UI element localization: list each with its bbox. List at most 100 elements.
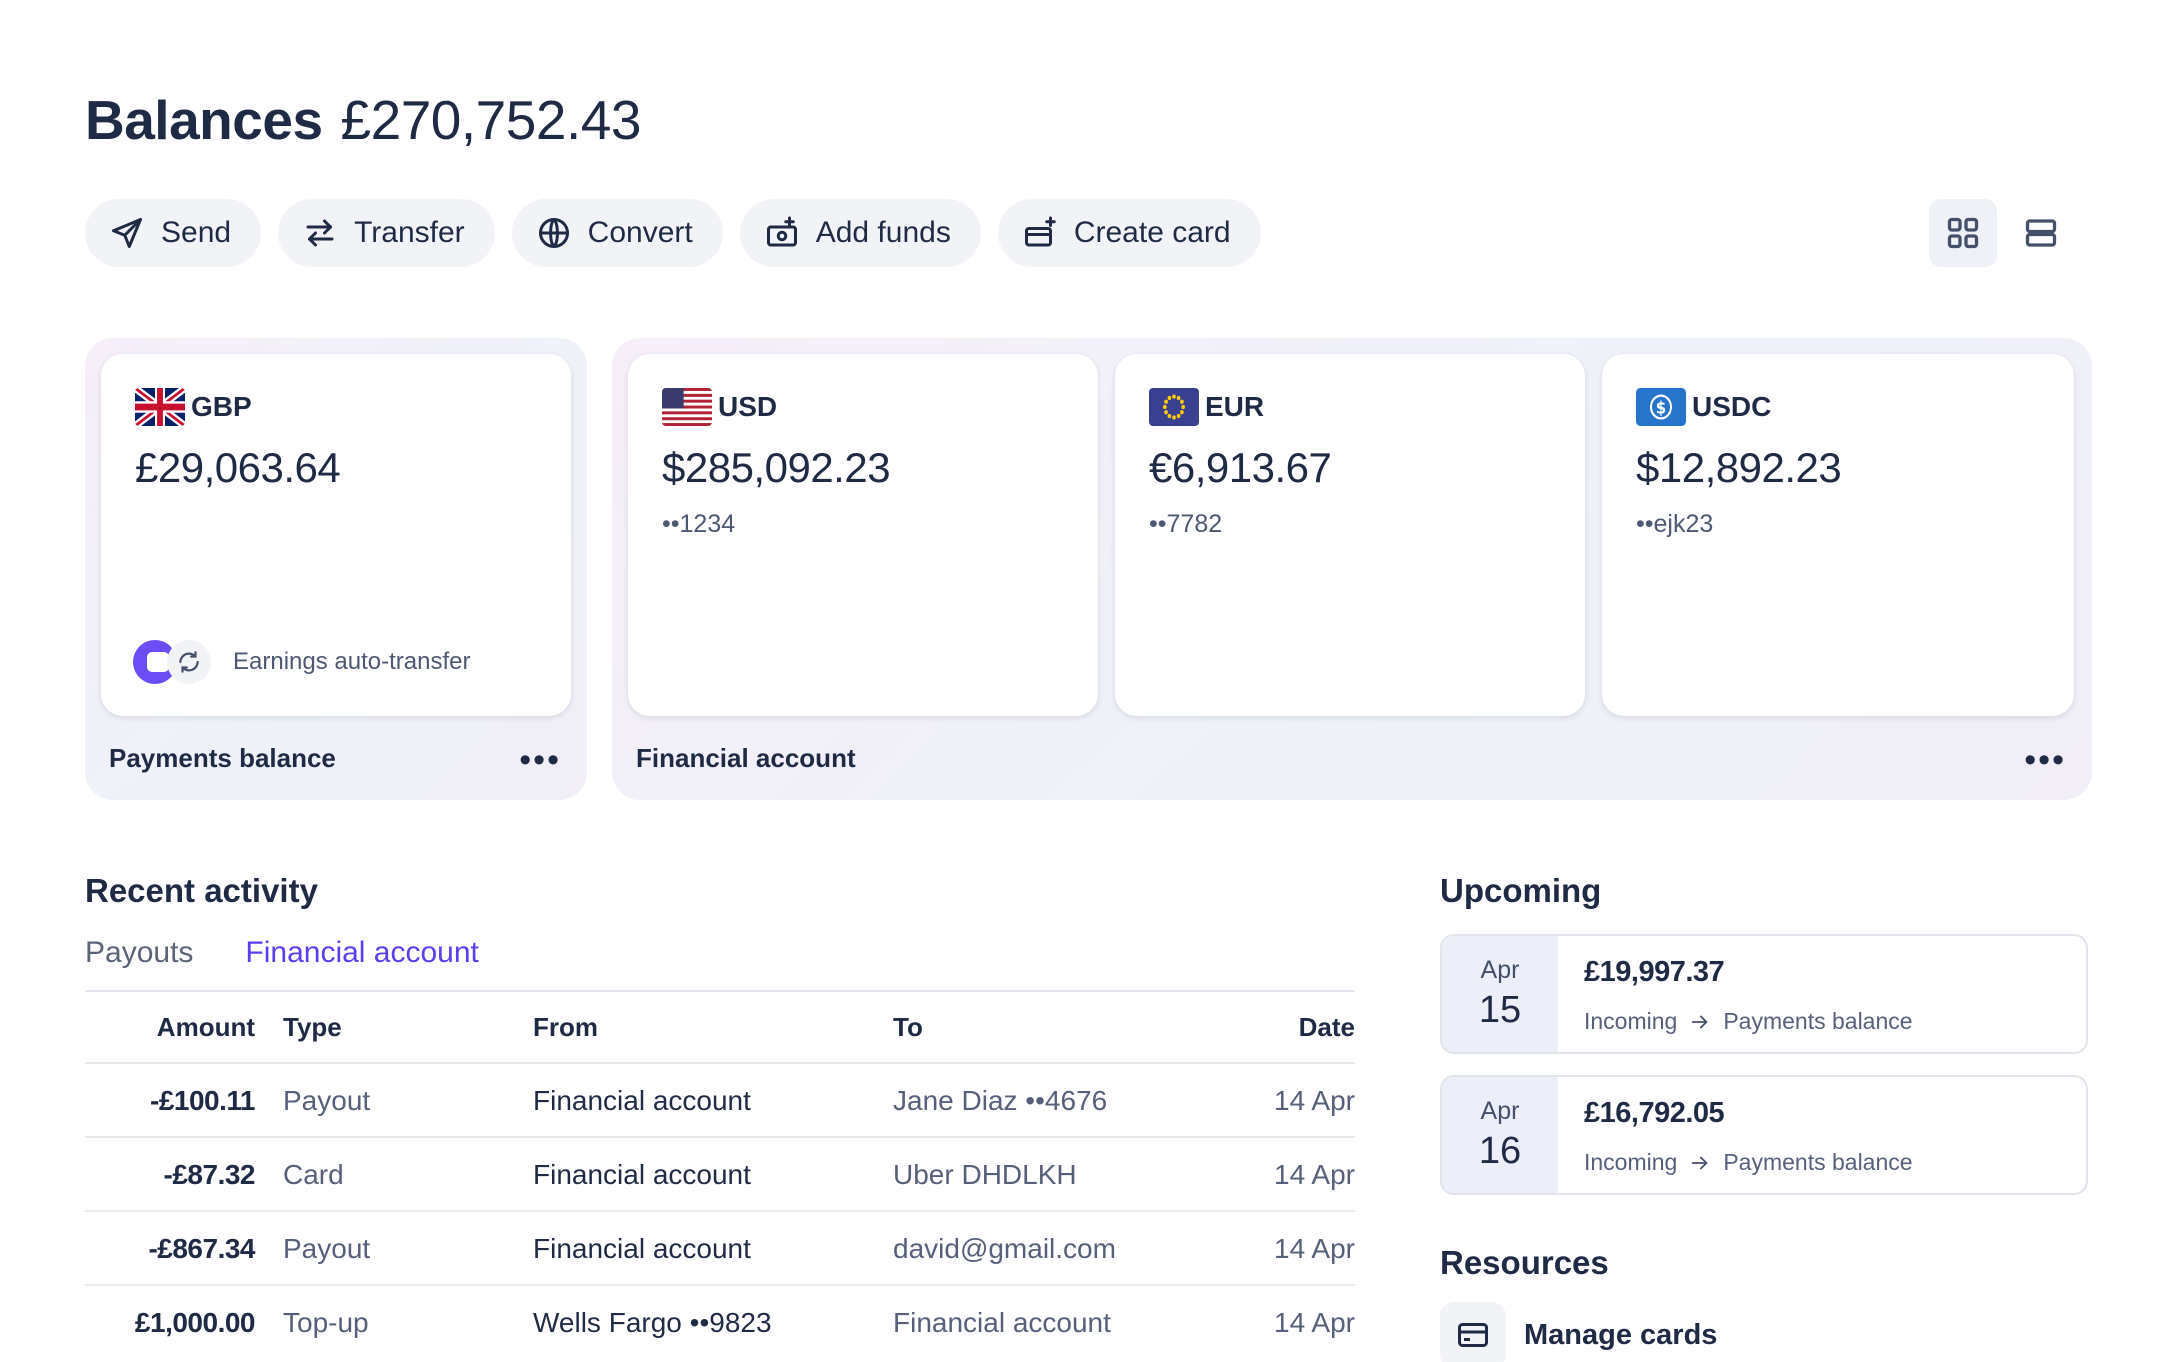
tab-payouts[interactable]: Payouts: [85, 936, 194, 969]
payments-more-button[interactable]: •••: [519, 741, 561, 779]
row-type: Payout: [283, 1085, 371, 1116]
balance-amount: €6,913.67: [1149, 444, 1332, 491]
card-icon: [1440, 1302, 1506, 1362]
row-type: Card: [283, 1159, 344, 1190]
account-number: ••1234: [662, 510, 736, 538]
upcoming-amount: £16,792.05: [1584, 1097, 1725, 1129]
row-amount: -£100.11: [150, 1085, 256, 1116]
us-flag-icon: [662, 388, 712, 426]
upcoming-day: 16: [1478, 1130, 1522, 1172]
upcoming-day: 15: [1478, 989, 1522, 1031]
row-to: Jane Diaz ••4676: [893, 1085, 1108, 1116]
grid-view-button[interactable]: [1929, 199, 1997, 267]
svg-text:$: $: [1656, 398, 1666, 418]
currency-row: EUR: [1149, 388, 1551, 426]
row-date: 14 Apr: [1274, 1233, 1355, 1264]
action-bar: Send Transfer Convert Add funds Create c…: [85, 199, 1261, 267]
upcoming-destination: Payments balance: [1723, 1008, 1913, 1034]
tabs-divider: [85, 990, 1355, 992]
resources-title: Resources: [1440, 1244, 1609, 1281]
row-date: 14 Apr: [1274, 1307, 1355, 1338]
send-button[interactable]: Send: [85, 199, 262, 267]
row-to: Financial account: [893, 1307, 1111, 1338]
table-row[interactable]: -£867.34 Payout Financial account david@…: [85, 1212, 1355, 1286]
grid-view-icon: [1947, 217, 1979, 249]
create-card-button[interactable]: Create card: [997, 199, 1261, 267]
add-funds-icon: [766, 216, 797, 247]
manage-cards-label: Manage cards: [1524, 1318, 1718, 1351]
table-row[interactable]: -£87.32 Card Financial account Uber DHDL…: [85, 1138, 1355, 1212]
row-date: 14 Apr: [1274, 1085, 1355, 1116]
upcoming-item[interactable]: Apr 15 £19,997.37 Incoming Payments bala…: [1440, 934, 2088, 1054]
column-to[interactable]: To: [893, 1011, 923, 1042]
page-title: Balances: [85, 89, 323, 151]
gbp-balance-card[interactable]: GBP £29,063.64 Earnings auto-transfer: [101, 354, 571, 716]
add-funds-button[interactable]: Add funds: [739, 199, 981, 267]
convert-button[interactable]: Convert: [511, 199, 723, 267]
activity-table: Amount Type From To Date -£100.11 Payout…: [85, 990, 1355, 1360]
row-type: Top-up: [283, 1307, 369, 1338]
view-toggle: [1929, 199, 2075, 267]
table-row[interactable]: -£100.11 Payout Financial account Jane D…: [85, 1064, 1355, 1138]
usdc-icon: $: [1636, 388, 1686, 426]
column-type[interactable]: Type: [283, 1011, 342, 1042]
eur-balance-card[interactable]: EUR €6,913.67 ••7782: [1115, 354, 1585, 716]
row-to: Uber DHDLKH: [893, 1159, 1077, 1190]
currency-row: $ USDC: [1636, 388, 2040, 426]
row-from: Financial account: [533, 1233, 751, 1264]
currency-code: GBP: [191, 391, 252, 422]
add-funds-label: Add funds: [815, 216, 951, 249]
upcoming-destination: Payments balance: [1723, 1149, 1913, 1175]
convert-label: Convert: [587, 216, 693, 249]
usdc-balance-card[interactable]: $ USDC $12,892.23 ••ejk23: [1602, 354, 2074, 716]
payments-balance-panel: GBP £29,063.64 Earnings auto-transfer Pa…: [85, 338, 587, 800]
transfer-label: Transfer: [354, 216, 465, 249]
create-card-icon: [1024, 216, 1056, 247]
upcoming-month: Apr: [1480, 1097, 1520, 1125]
currency-code: USD: [718, 391, 778, 422]
auto-transfer-label: Earnings auto-transfer: [233, 648, 471, 675]
row-to: david@gmail.com: [893, 1233, 1116, 1264]
payments-balance-label: Payments balance: [109, 743, 336, 773]
row-amount: £1,000.00: [134, 1307, 256, 1338]
recent-activity-title: Recent activity: [85, 872, 318, 909]
transfer-icon: [306, 219, 334, 247]
table-header: Amount Type From To Date: [85, 990, 1355, 1064]
total-balance: £270,752.43: [340, 89, 642, 151]
send-icon: [112, 218, 142, 248]
activity-tabs: Payouts Financial account: [85, 936, 479, 970]
currency-code: EUR: [1205, 391, 1265, 422]
currency-row: USD: [662, 388, 1064, 426]
row-from: Wells Fargo ••9823: [533, 1307, 772, 1338]
transfer-button[interactable]: Transfer: [278, 199, 495, 267]
earnings-auto-transfer[interactable]: Earnings auto-transfer: [133, 640, 470, 684]
currency-code: USDC: [1692, 391, 1772, 422]
balance-amount: $12,892.23: [1636, 444, 1842, 491]
column-date[interactable]: Date: [1298, 1011, 1355, 1042]
upcoming-description: Incoming Payments balance: [1584, 1149, 1913, 1176]
financial-account-label: Financial account: [636, 743, 856, 773]
financial-account-panel: USD $285,092.23 ••1234: [612, 338, 2092, 800]
create-card-label: Create card: [1073, 216, 1231, 249]
usd-balance-card[interactable]: USD $285,092.23 ••1234: [628, 354, 1098, 716]
table-row[interactable]: £1,000.00 Top-up Wells Fargo ••9823 Fina…: [85, 1286, 1355, 1360]
financial-more-button[interactable]: •••: [2024, 741, 2066, 779]
upcoming-date: Apr 16: [1442, 1077, 1558, 1193]
list-view-icon: [2025, 219, 2057, 247]
manage-cards-link[interactable]: Manage cards: [1440, 1302, 1717, 1362]
upcoming-direction: Incoming: [1584, 1149, 1678, 1175]
upcoming-description: Incoming Payments balance: [1584, 1008, 1913, 1035]
eu-flag-icon: [1149, 388, 1199, 426]
column-amount[interactable]: Amount: [156, 1011, 255, 1042]
send-label: Send: [161, 216, 232, 249]
upcoming-date: Apr 15: [1442, 936, 1558, 1052]
upcoming-amount: £19,997.37: [1584, 956, 1725, 988]
row-amount: -£87.32: [163, 1159, 256, 1190]
upcoming-item[interactable]: Apr 16 £16,792.05 Incoming Payments bala…: [1440, 1075, 2088, 1195]
column-from[interactable]: From: [533, 1011, 598, 1042]
upcoming-month: Apr: [1480, 956, 1520, 984]
list-view-button[interactable]: [2007, 199, 2075, 267]
account-number: ••ejk23: [1636, 510, 1714, 538]
tab-financial-account[interactable]: Financial account: [245, 936, 479, 969]
